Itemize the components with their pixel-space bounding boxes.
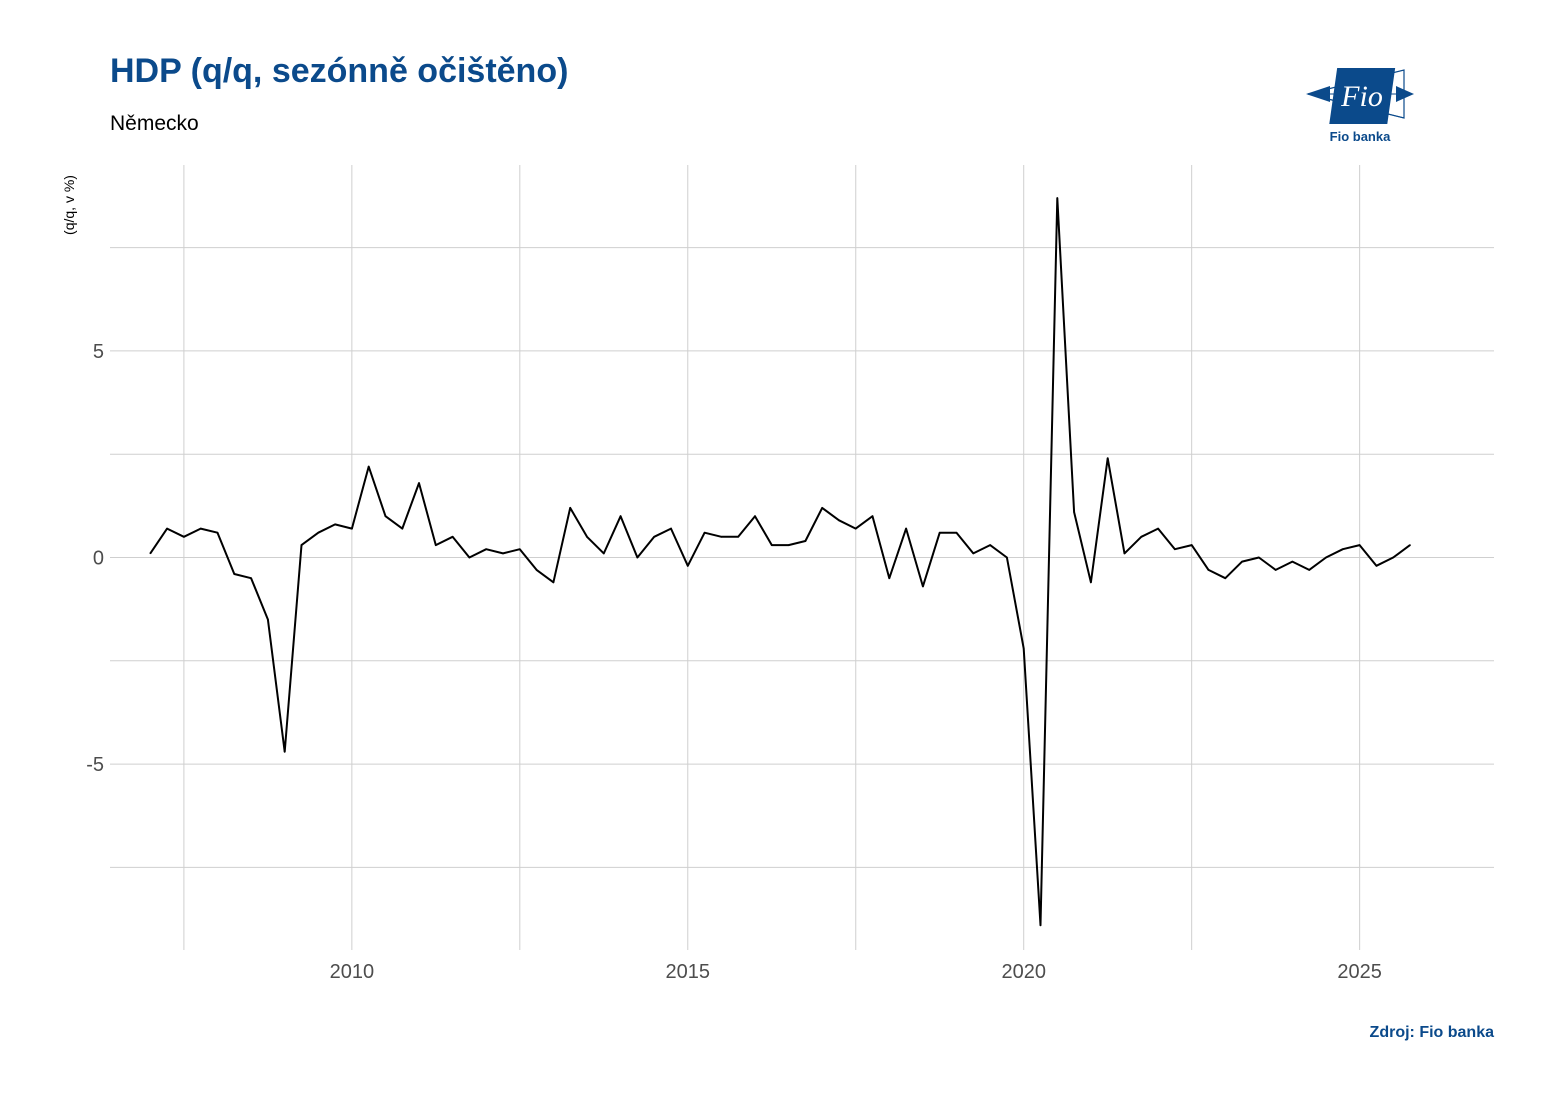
data-point [955,531,958,534]
data-point [871,515,874,517]
data-point [1375,564,1378,567]
data-point [267,618,269,621]
data-point [367,465,370,468]
x-tick-label: 2020 [1001,961,1046,983]
data-point [334,523,336,526]
x-axis-ticks: 2010 2015 2020 2025 [330,961,1382,983]
data-point [1056,197,1059,199]
data-point [703,531,706,534]
data-point [1308,569,1311,571]
source-note: Zdroj: Fio banka [1369,1024,1494,1041]
y-axis-ticks: -5 0 5 [86,341,104,776]
data-point [1207,569,1210,571]
y-tick-label: 5 [93,341,104,363]
data-point [233,573,236,575]
data-point [938,531,941,534]
data-point [619,515,622,517]
data-point [989,544,991,546]
data-point [300,544,303,546]
data-point [1224,577,1227,579]
data-point [603,552,605,555]
data-point [552,581,555,584]
data-point [216,531,219,534]
data-point [1073,511,1075,513]
data-point [754,515,756,517]
data-point [502,552,504,555]
y-axis-label: (q/q, v %) [61,175,77,235]
data-point [166,527,168,530]
data-point [435,544,437,546]
logo-mark-text: Fio [1340,80,1383,113]
data-point [283,750,286,753]
chart-grid [110,165,1494,950]
data-point [250,577,252,579]
x-tick-label: 2015 [666,961,711,983]
data-point [1190,544,1193,546]
data-point [905,527,907,530]
chart-title: HDP (q/q, sezónně očištěno) [110,52,569,90]
data-point [1392,556,1395,559]
data-point [670,527,672,530]
data-point [1358,544,1361,546]
data-point [418,482,420,484]
data-point [451,536,454,538]
data-point [468,556,471,559]
data-point [1291,560,1294,563]
x-tick-label: 2010 [330,961,375,983]
data-point [838,519,840,522]
data-point [384,515,387,517]
data-point [1106,457,1109,460]
data-point [1006,556,1008,559]
data-point [888,577,891,579]
data-point [854,527,857,530]
data-point [1157,527,1159,530]
data-point [485,548,488,551]
data-point [351,527,353,530]
data-point [519,548,521,551]
data-point [1022,647,1025,650]
series-line [149,197,1411,927]
data-point [821,507,823,509]
data-point [199,527,202,530]
data-point [317,531,320,534]
data-point [804,540,807,542]
data-point [1342,548,1344,551]
data-point [720,536,723,538]
data-point [401,527,404,530]
fio-logo-icon: Fio [1306,68,1414,124]
logo-caption: Fio banka [1329,129,1391,144]
data-point [737,536,739,538]
x-tick-label: 2025 [1337,961,1382,983]
data-point [1325,556,1327,559]
data-point [1140,536,1143,538]
data-point [922,585,924,588]
y-tick-label: -5 [86,754,104,776]
data-point [787,544,790,546]
y-tick-label: 0 [93,548,104,570]
data-point [1174,548,1176,551]
data-point [770,544,773,546]
data-point [686,564,689,567]
data-point [535,569,538,571]
data-point [653,536,655,538]
data-point [586,536,588,538]
data-point [1241,560,1243,563]
data-point [1258,556,1260,559]
data-point [972,552,975,555]
data-point [1123,552,1126,555]
data-point [569,507,572,509]
data-point [183,536,185,538]
data-point [1274,569,1277,571]
data-point [149,552,152,555]
data-point [636,556,639,559]
data-point [1090,581,1092,584]
data-point [1039,924,1042,927]
chart-subtitle: Německo [110,112,199,135]
data-point [1409,544,1411,546]
series-points [149,197,1411,927]
